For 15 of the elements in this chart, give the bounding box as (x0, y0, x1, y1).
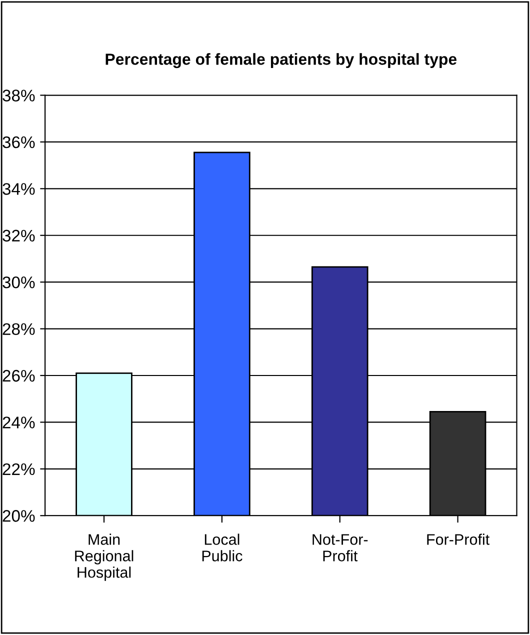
y-tick-label: 28% (2, 323, 35, 335)
y-tick-label: 36% (2, 136, 35, 148)
x-tick-label: For-Profit (427, 534, 490, 545)
y-tick-label: 30% (2, 276, 35, 288)
x-tick-label: Main Regional Hospital (75, 534, 134, 581)
chart-title: Percentage of female patients by hospital type (106, 53, 457, 68)
y-tick-label: 26% (2, 370, 35, 382)
x-tick-label: Local Public (202, 534, 242, 562)
y-tick-label: 32% (2, 230, 35, 242)
x-tick-label: Not-For- Profit (312, 534, 368, 562)
y-tick-label: 24% (2, 416, 35, 428)
y-tick-label: 22% (2, 463, 35, 476)
y-tick-label: 38% (2, 90, 35, 102)
y-tick-label: 34% (2, 183, 35, 195)
y-tick-label: 20% (2, 510, 35, 522)
